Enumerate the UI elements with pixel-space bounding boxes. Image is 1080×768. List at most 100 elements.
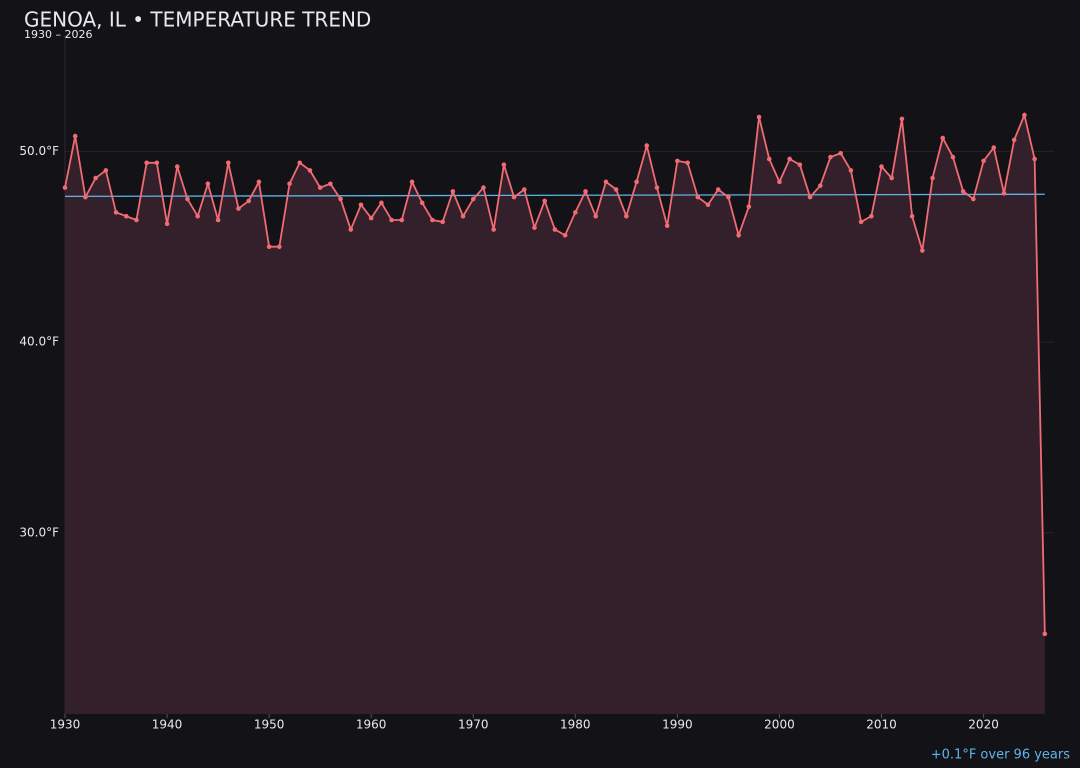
y-tick-label: 30.0°F [19, 525, 59, 539]
point [613, 187, 619, 192]
point [1022, 112, 1027, 118]
point [930, 175, 935, 181]
x-tick-label: 1970 [458, 718, 489, 732]
x-tick-label: 1990 [662, 718, 693, 732]
point [756, 114, 762, 120]
x-tick-label: 1930 [50, 718, 81, 732]
point [277, 244, 282, 250]
point [664, 223, 670, 229]
point [501, 162, 507, 167]
point [746, 204, 752, 209]
point [685, 160, 690, 166]
point [1042, 631, 1048, 637]
point [144, 160, 149, 166]
point [695, 194, 701, 200]
point [328, 181, 333, 187]
point [552, 227, 558, 232]
point [491, 227, 496, 232]
point [409, 179, 415, 185]
point [542, 198, 548, 204]
x-tick-label: 2010 [866, 718, 897, 732]
point [174, 164, 180, 169]
y-tick-label: 40.0°F [19, 335, 59, 349]
point [1001, 191, 1007, 196]
point [654, 185, 660, 190]
point [562, 232, 568, 238]
point [1032, 156, 1037, 162]
trend-line [64, 193, 1045, 198]
point [72, 133, 78, 139]
point [521, 187, 527, 192]
point [62, 185, 68, 190]
point [358, 202, 364, 208]
point [879, 164, 884, 169]
point [297, 160, 303, 166]
point [164, 221, 170, 227]
point [419, 200, 425, 206]
point [950, 154, 956, 160]
point [869, 213, 874, 219]
point [236, 206, 241, 211]
point [787, 156, 792, 162]
point [450, 189, 456, 194]
point [246, 198, 252, 204]
point [848, 168, 854, 173]
point [440, 219, 445, 225]
point [715, 187, 721, 192]
point [644, 143, 650, 148]
point [971, 196, 976, 202]
point [817, 183, 823, 188]
point [317, 185, 323, 190]
point [899, 116, 905, 122]
point [675, 158, 680, 164]
point [797, 162, 803, 167]
point [307, 168, 313, 173]
point [920, 248, 925, 253]
y-tick-label: 50.0°F [19, 144, 59, 158]
point [593, 213, 599, 219]
point [123, 213, 129, 219]
point [511, 194, 517, 200]
point [287, 181, 292, 187]
point [154, 160, 160, 166]
point [1011, 137, 1017, 143]
point [838, 150, 843, 156]
x-tick-label: 1960 [356, 718, 387, 732]
point [981, 158, 986, 164]
point [134, 217, 139, 223]
point [573, 210, 578, 215]
point [399, 217, 405, 223]
point [777, 179, 782, 185]
point [603, 179, 609, 185]
point [368, 215, 374, 221]
x-tick-label: 2020 [968, 718, 999, 732]
point [113, 210, 119, 215]
point [624, 213, 629, 219]
point [909, 213, 915, 219]
point [532, 225, 537, 230]
point [348, 227, 354, 232]
point [858, 219, 864, 225]
x-tick-label: 1950 [254, 718, 285, 732]
chart-title: GENOA, IL • TEMPERATURE TREND [24, 8, 371, 32]
point [93, 175, 98, 181]
point [226, 160, 231, 166]
point [889, 175, 895, 181]
x-tick-label: 1980 [560, 718, 591, 732]
area [65, 115, 1045, 714]
chart-subtitle: 1930 – 2026 [24, 28, 92, 41]
point [256, 179, 262, 185]
point [991, 145, 997, 150]
point [736, 232, 741, 238]
point [583, 189, 588, 194]
point [338, 196, 343, 202]
point [83, 194, 88, 200]
point [470, 196, 476, 202]
point [634, 179, 639, 185]
point [266, 244, 272, 250]
point [205, 181, 211, 187]
point [766, 156, 772, 162]
point [389, 217, 394, 223]
